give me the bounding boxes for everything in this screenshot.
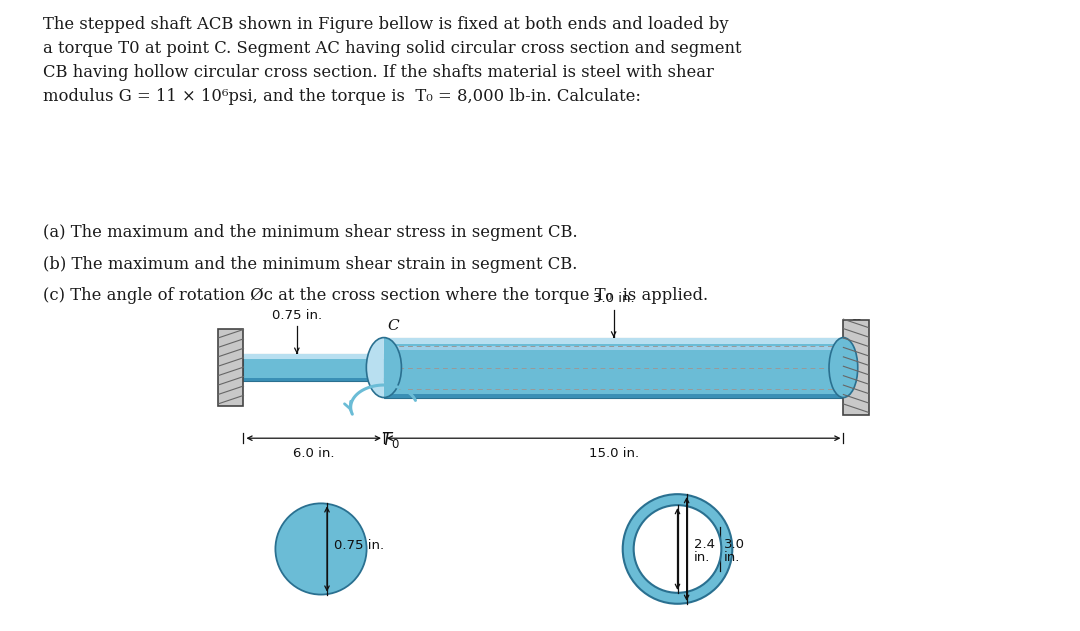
Text: in.: in. xyxy=(724,551,741,563)
Text: 0.75 in.: 0.75 in. xyxy=(272,309,322,322)
Text: (c) The angle of rotation Øᴄ at the cross section where the torque T₀  is applie: (c) The angle of rotation Øᴄ at the cros… xyxy=(43,287,708,304)
Bar xyxy=(218,329,243,406)
Circle shape xyxy=(634,505,721,593)
Circle shape xyxy=(623,494,732,604)
Bar xyxy=(383,338,843,343)
Polygon shape xyxy=(383,338,402,398)
Bar xyxy=(243,354,383,358)
Bar xyxy=(243,354,383,381)
Bar xyxy=(243,378,383,381)
Text: 15.0 in.: 15.0 in. xyxy=(589,447,638,460)
Text: A: A xyxy=(226,336,237,350)
Text: (b) The maximum and the minimum shear strain in segment CB.: (b) The maximum and the minimum shear st… xyxy=(43,256,578,273)
Text: 3.0 in.: 3.0 in. xyxy=(593,293,634,305)
Bar xyxy=(843,321,869,415)
Bar xyxy=(383,394,843,398)
Text: $T_0$: $T_0$ xyxy=(381,430,400,450)
Text: 3.0: 3.0 xyxy=(724,538,745,551)
Bar xyxy=(383,338,843,398)
Circle shape xyxy=(275,504,366,594)
Text: 0.75 in.: 0.75 in. xyxy=(334,539,384,552)
Bar xyxy=(383,346,843,350)
Text: B: B xyxy=(851,319,862,333)
Text: (a) The maximum and the minimum shear stress in segment CB.: (a) The maximum and the minimum shear st… xyxy=(43,224,578,241)
Text: 2.4: 2.4 xyxy=(694,538,715,551)
Text: C: C xyxy=(387,319,399,333)
Ellipse shape xyxy=(829,338,858,398)
Text: The stepped shaft ACB shown in Figure bellow is fixed at both ends and loaded by: The stepped shaft ACB shown in Figure be… xyxy=(43,16,742,105)
Polygon shape xyxy=(366,338,383,398)
Text: 6.0 in.: 6.0 in. xyxy=(293,447,335,460)
Text: in.: in. xyxy=(694,551,711,563)
